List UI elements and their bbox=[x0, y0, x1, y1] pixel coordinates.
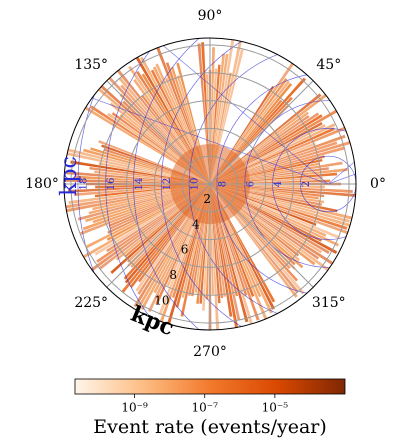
polar-frame bbox=[63, 37, 357, 331]
r-tick-label: 6 bbox=[181, 243, 189, 257]
r2-axis-label: kpc bbox=[57, 156, 82, 196]
theta-tick-label: 45° bbox=[316, 57, 341, 73]
theta-grid-line bbox=[209, 80, 314, 185]
r2-tick-label: 2 bbox=[301, 181, 312, 187]
theta-tick-label: 90° bbox=[198, 8, 223, 24]
r2-tick-label: 18 bbox=[78, 178, 89, 191]
r2-spoke bbox=[64, 38, 329, 185]
r-tick-label: 8 bbox=[169, 268, 177, 282]
colorbar-label: Event rate (events/year) bbox=[93, 416, 327, 438]
theta-tick-label: 180° bbox=[25, 176, 59, 192]
r-tick-label: 10 bbox=[154, 293, 169, 307]
r2-tick-label: 14 bbox=[134, 178, 145, 191]
theta-tick-label: 270° bbox=[193, 344, 227, 360]
theta-tick-label: 315° bbox=[312, 295, 346, 311]
theta-tick-label: 0° bbox=[370, 176, 386, 192]
theta-grid-line bbox=[106, 80, 211, 185]
labels: 24681012141618kpc246810kpc0°45°90°135°18… bbox=[25, 8, 386, 360]
colorbar-tick-label: 10⁻⁵ bbox=[262, 401, 289, 415]
r2-tick-label: 6 bbox=[245, 181, 256, 187]
r-tick-label: 2 bbox=[203, 192, 211, 206]
r2-tick-label: 4 bbox=[273, 181, 284, 187]
colorbar bbox=[74, 378, 346, 395]
colorbar-tick-label: 10⁻⁹ bbox=[121, 401, 148, 415]
theta-tick-label: 135° bbox=[74, 57, 108, 73]
colorbar-tick-label: 10⁻⁷ bbox=[192, 401, 219, 415]
r2-tick-label: 8 bbox=[217, 181, 228, 187]
r-axis-label: kpc bbox=[127, 301, 178, 342]
r2-tick-label: 12 bbox=[162, 178, 173, 191]
r2-spoke bbox=[64, 46, 329, 185]
theta-grid-line bbox=[209, 183, 314, 288]
theta-grid-line bbox=[106, 183, 211, 288]
r2-spoke bbox=[327, 38, 356, 185]
theta-tick-label: 225° bbox=[74, 295, 108, 311]
r2-tick-label: 16 bbox=[106, 178, 117, 191]
r-tick-label: 4 bbox=[192, 217, 200, 231]
r2-tick-label: 10 bbox=[190, 178, 201, 191]
